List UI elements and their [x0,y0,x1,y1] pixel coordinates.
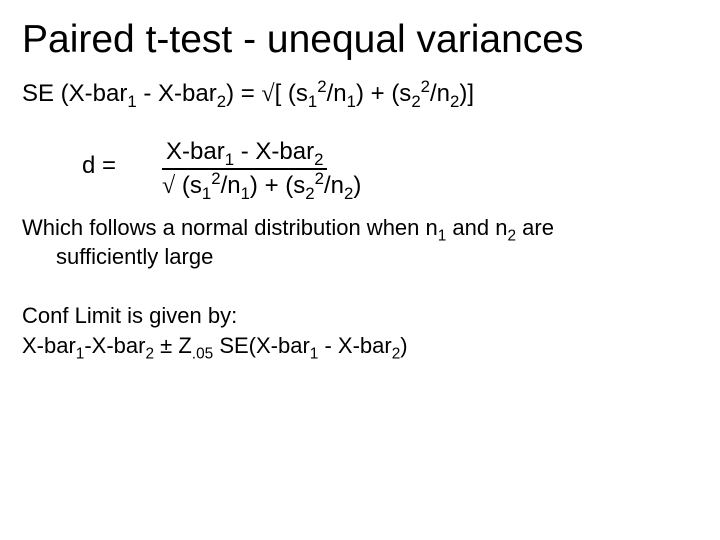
conf-l2b: -X-bar [84,333,145,358]
conf-l2c: ± Z [154,333,192,358]
se-formula: SE (X-bar1 - X-bar2) = √[ (s12/n1) + (s2… [22,80,698,108]
se-div2: /n [430,80,450,107]
conf-l2d: SE(X-bar [213,333,310,358]
conf-l2f: ) [400,333,407,358]
conf-line2: X-bar1-X-bar2 ± Z.05 SE(X-bar1 - X-bar2) [22,331,698,361]
conf-l2s2: 2 [145,345,154,362]
conf-l2s4: 2 [392,345,401,362]
se-close: )] [459,80,474,107]
sqrt-icon: √ [261,81,274,107]
note-l1b: and n [446,215,507,240]
se-s2sup: 2 [421,77,430,96]
se-prefix: SE (X-bar [22,80,127,107]
conf-l2e: - X-bar [318,333,391,358]
se-mid1: - X-bar [137,80,217,107]
slide-title: Paired t-test - unequal variances [22,18,698,62]
se-n2: 2 [450,92,459,111]
se-div1: /n [327,80,347,107]
den-n1: 1 [241,184,250,203]
se-mid2: ) = [226,80,261,107]
den-sqrt-icon: √ [162,173,175,199]
num-a: X-bar [166,138,225,165]
den-div1: /n [221,172,241,199]
d-formula: d = X-bar1 - X-bar2 √ (s12/n1) + (s22/n2… [82,138,698,200]
den-n2: 2 [344,184,353,203]
d-numerator: X-bar1 - X-bar2 [162,138,327,170]
note-l2: sufficiently large [22,243,698,272]
den-s1sub: 1 [202,184,211,203]
den-s2sup: 2 [315,169,324,188]
num-mid: - X-bar [234,138,314,165]
den-div2: /n [324,172,344,199]
se-plus: ) + (s [356,80,411,107]
se-open: [ (s [275,80,308,107]
d-denominator: √ (s12/n1) + (s22/n2) [162,170,361,200]
se-s1sub: 1 [308,92,317,111]
conf-l2z: .05 [192,345,213,362]
se-s1sup: 2 [317,77,326,96]
d-label: d = [82,138,162,180]
num-s2: 2 [314,150,323,169]
distribution-note: Which follows a normal distribution when… [22,214,698,271]
den-close: ) [353,172,361,199]
se-s2sub: 2 [411,92,420,111]
note-l1a: Which follows a normal distribution when… [22,215,438,240]
den-s2sub: 2 [305,184,314,203]
num-s1: 1 [225,150,234,169]
se-sub2: 2 [217,92,226,111]
confidence-limit: Conf Limit is given by: X-bar1-X-bar2 ± … [22,301,698,360]
se-n1: 1 [347,92,356,111]
den-a: (s [175,172,202,199]
note-l1c: are [516,215,554,240]
den-s1sup: 2 [211,169,220,188]
d-fraction: X-bar1 - X-bar2 √ (s12/n1) + (s22/n2) [162,138,361,200]
se-sub1: 1 [127,92,136,111]
conf-line1: Conf Limit is given by: [22,301,698,331]
den-plus: ) + (s [250,172,305,199]
conf-l2a: X-bar [22,333,76,358]
note-n2: 2 [507,227,516,244]
